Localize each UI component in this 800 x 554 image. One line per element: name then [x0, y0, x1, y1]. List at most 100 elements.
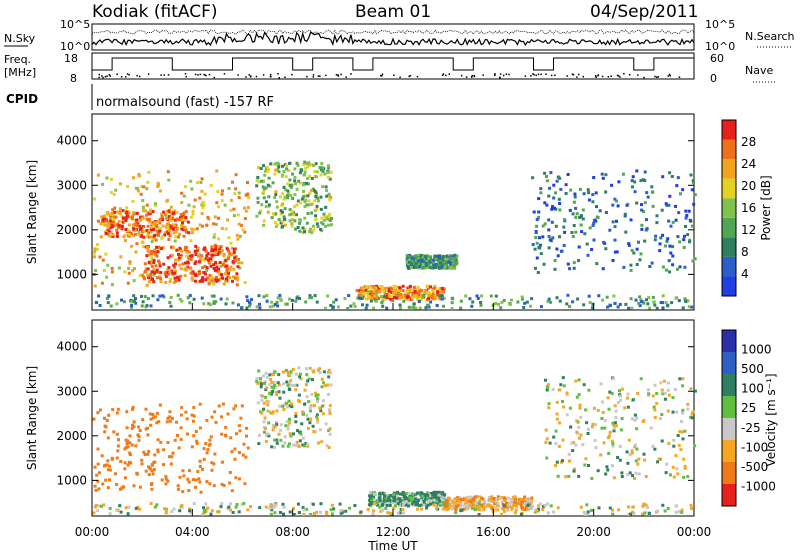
power-cell	[160, 236, 164, 240]
velocity-cell	[301, 410, 305, 414]
velocity-colorbar-label: Velocity [m s⁻¹]	[764, 373, 778, 466]
power-cell	[308, 203, 312, 207]
velocity-cell	[420, 503, 424, 507]
power-cell	[392, 287, 396, 291]
velocity-cell	[599, 453, 603, 457]
power-cell	[176, 293, 180, 297]
power-cell	[296, 199, 300, 203]
power-cell	[206, 252, 210, 256]
velocity-cell	[678, 430, 682, 433]
velocity-cell	[618, 445, 622, 448]
power-cell	[157, 259, 160, 263]
velocity-cell	[228, 481, 232, 485]
velocity-cell	[619, 394, 622, 398]
power-cell	[211, 249, 215, 252]
power-cell	[590, 248, 594, 251]
velocity-cell	[246, 446, 250, 450]
velocity-cell	[271, 390, 275, 393]
nave-dot	[667, 75, 670, 77]
velocity-cell	[210, 509, 214, 513]
velocity-cell	[353, 504, 357, 507]
velocity-cell	[320, 404, 324, 408]
power-cell	[127, 234, 131, 238]
power-cell	[200, 203, 204, 207]
velocity-cell	[220, 502, 224, 505]
velocity-cell	[524, 502, 528, 506]
velocity-cell	[513, 511, 517, 515]
power-cell	[307, 199, 311, 203]
velocity-cell	[649, 426, 653, 430]
power-cell	[312, 228, 316, 232]
power-cell	[476, 296, 480, 300]
power-cell	[182, 234, 186, 238]
power-cell	[167, 210, 171, 214]
velocity-cell	[220, 482, 224, 486]
power-cell	[173, 239, 177, 243]
power-cell	[161, 224, 165, 228]
power-cell	[200, 189, 204, 193]
velocity-cell	[615, 424, 618, 428]
velocity-cell	[204, 442, 208, 445]
power-cell	[229, 208, 233, 212]
velocity-cell	[323, 384, 327, 388]
power-cell	[291, 196, 295, 200]
power-cell	[211, 245, 215, 249]
velocity-cell	[392, 495, 396, 499]
power-cell	[134, 186, 138, 190]
velocity-cell	[492, 497, 496, 500]
power-cell	[93, 249, 97, 252]
nave-dot	[126, 73, 129, 75]
power-cell	[183, 274, 187, 278]
power-cell	[578, 215, 582, 219]
power-cell	[645, 218, 648, 222]
velocity-cell	[425, 506, 429, 510]
power-cell	[226, 218, 230, 222]
power-cell	[683, 265, 687, 269]
velocity-cell	[155, 503, 159, 507]
velocity-cell	[469, 504, 473, 508]
velocity-cell	[435, 506, 438, 510]
power-cell	[668, 270, 672, 274]
power-cell	[184, 266, 188, 270]
nave-dot	[185, 75, 187, 78]
power-cell	[655, 214, 659, 218]
power-cell	[553, 267, 557, 271]
power-cell	[290, 210, 294, 214]
power-cell	[661, 294, 665, 298]
power-cell	[534, 266, 537, 270]
power-cell	[420, 258, 424, 262]
power-cell	[184, 228, 188, 232]
power-cell	[100, 281, 104, 285]
velocity-cell	[641, 504, 645, 508]
power-cell	[208, 260, 212, 264]
power-cell	[327, 223, 331, 227]
velocity-cell	[184, 410, 188, 414]
velocity-cell	[671, 465, 675, 469]
power-cell	[217, 270, 221, 274]
velocity-cell	[212, 462, 216, 466]
power-cell	[690, 224, 694, 228]
power-cell	[308, 191, 312, 195]
power-cell	[668, 194, 672, 198]
velocity-cell	[164, 482, 168, 486]
power-cell	[219, 245, 223, 249]
power-cell	[447, 260, 451, 264]
power-cell	[365, 292, 369, 296]
power-cell	[440, 286, 444, 290]
power-cell	[412, 258, 416, 262]
power-cell	[609, 304, 612, 308]
power-cell	[661, 175, 665, 179]
nave-dot	[213, 76, 215, 79]
power-cell	[200, 212, 204, 216]
power-cell	[440, 297, 444, 301]
velocity-cell	[196, 470, 200, 474]
velocity-cell	[391, 501, 395, 505]
velocity-cell	[329, 383, 333, 387]
velocity-cell	[617, 508, 621, 512]
power-cell	[674, 218, 678, 222]
power-cell	[468, 297, 472, 301]
power-cell	[545, 179, 549, 183]
velocity-cell	[275, 393, 279, 397]
velocity-cell	[403, 494, 407, 498]
power-cell	[279, 297, 283, 301]
